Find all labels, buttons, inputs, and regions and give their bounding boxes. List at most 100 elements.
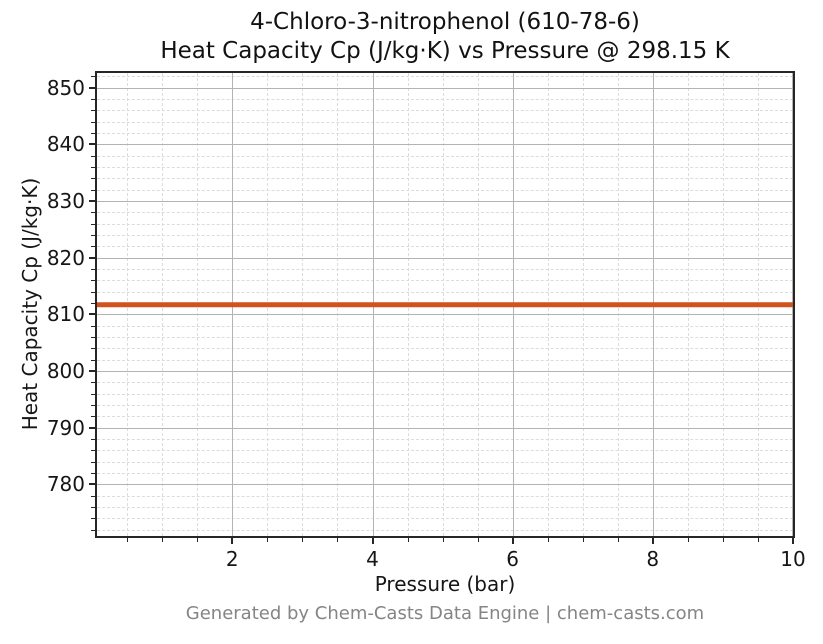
y-major-gridline xyxy=(97,201,793,203)
y-major-tick xyxy=(89,200,95,203)
y-minor-tick xyxy=(91,223,95,225)
y-minor-tick xyxy=(91,439,95,441)
x-major-tick xyxy=(511,538,514,544)
x-minor-tick xyxy=(162,538,164,542)
y-minor-gridline xyxy=(97,393,793,395)
y-minor-gridline xyxy=(97,189,793,191)
x-minor-tick xyxy=(617,538,619,542)
y-minor-gridline xyxy=(97,212,793,214)
chart-title-line2: Heat Capacity Cp (J/kg·K) vs Pressure @ … xyxy=(160,38,730,64)
y-major-gridline xyxy=(97,427,793,429)
x-minor-tick xyxy=(547,538,549,542)
y-minor-tick xyxy=(91,473,95,475)
y-tick-label: 780 xyxy=(46,472,85,497)
y-minor-gridline xyxy=(97,359,793,361)
x-major-tick xyxy=(231,538,234,544)
y-minor-tick xyxy=(91,212,95,214)
y-minor-tick xyxy=(91,359,95,361)
y-major-gridline xyxy=(97,314,793,316)
x-major-tick xyxy=(371,538,374,544)
x-minor-tick xyxy=(337,538,339,542)
y-minor-gridline xyxy=(97,461,793,463)
x-minor-tick xyxy=(407,538,409,542)
y-minor-gridline xyxy=(97,291,793,293)
x-minor-tick xyxy=(722,538,724,542)
y-minor-tick xyxy=(91,518,95,520)
y-major-tick xyxy=(89,483,95,486)
y-major-gridline xyxy=(97,484,793,486)
footer-credit: Generated by Chem-Casts Data Engine | ch… xyxy=(185,603,705,624)
y-major-tick xyxy=(89,313,95,316)
y-minor-gridline xyxy=(97,223,793,225)
y-minor-tick xyxy=(91,155,95,157)
y-minor-tick xyxy=(91,110,95,112)
y-major-tick xyxy=(89,426,95,429)
y-minor-tick xyxy=(91,99,95,101)
y-minor-gridline xyxy=(97,167,793,169)
y-minor-tick xyxy=(91,291,95,293)
y-minor-gridline xyxy=(97,529,793,531)
y-minor-gridline xyxy=(97,495,793,497)
x-minor-tick xyxy=(687,538,689,542)
y-minor-gridline xyxy=(97,280,793,282)
y-minor-tick xyxy=(91,405,95,407)
y-minor-gridline xyxy=(97,518,793,520)
y-minor-tick xyxy=(91,507,95,509)
chart-title: 4-Chloro-3-nitrophenol (610-78-6) Heat C… xyxy=(95,8,795,66)
series-plot-svg xyxy=(97,302,793,308)
y-minor-tick xyxy=(91,303,95,305)
y-minor-tick xyxy=(91,348,95,350)
y-major-tick xyxy=(89,86,95,89)
y-minor-gridline xyxy=(97,133,793,135)
y-minor-gridline xyxy=(97,155,793,157)
x-tick-label: 2 xyxy=(225,547,239,571)
plot-area xyxy=(95,71,795,538)
x-axis-label: Pressure (bar) xyxy=(374,572,516,596)
x-minor-tick xyxy=(477,538,479,542)
y-minor-gridline xyxy=(97,337,793,339)
y-major-gridline xyxy=(97,257,793,259)
y-tick-label: 840 xyxy=(46,132,85,157)
y-tick-label: 810 xyxy=(46,302,85,327)
y-minor-gridline xyxy=(97,507,793,509)
y-minor-tick xyxy=(91,167,95,169)
y-minor-gridline xyxy=(97,405,793,407)
y-minor-gridline xyxy=(97,235,793,237)
y-minor-gridline xyxy=(97,178,793,180)
y-major-gridline xyxy=(97,144,793,146)
x-minor-tick xyxy=(758,538,759,542)
y-tick-label: 850 xyxy=(46,75,85,100)
y-minor-gridline xyxy=(97,246,793,248)
x-minor-tick xyxy=(442,538,444,542)
y-minor-tick xyxy=(91,189,95,191)
y-minor-tick xyxy=(91,495,95,497)
series-line-layer xyxy=(97,73,793,536)
y-tick-label: 830 xyxy=(46,189,85,214)
y-tick-label: 790 xyxy=(46,415,85,440)
y-major-tick xyxy=(89,143,95,146)
x-major-tick xyxy=(792,538,794,544)
y-minor-tick xyxy=(91,325,95,327)
x-tick-label: 6 xyxy=(506,547,519,571)
y-major-tick xyxy=(89,256,95,259)
y-minor-gridline xyxy=(97,382,793,384)
y-minor-gridline xyxy=(97,473,793,475)
y-minor-tick xyxy=(91,382,95,384)
y-minor-gridline xyxy=(97,416,793,418)
x-minor-tick xyxy=(197,538,199,542)
y-minor-gridline xyxy=(97,439,793,441)
y-minor-gridline xyxy=(97,325,793,327)
y-minor-tick xyxy=(91,280,95,282)
y-minor-tick xyxy=(91,178,95,180)
y-minor-tick xyxy=(91,246,95,248)
y-minor-gridline xyxy=(97,121,793,123)
y-minor-tick xyxy=(91,76,95,78)
y-minor-tick xyxy=(91,235,95,237)
x-major-tick xyxy=(651,538,654,544)
y-tick-label: 800 xyxy=(46,359,85,384)
y-minor-tick xyxy=(91,529,95,531)
y-minor-gridline xyxy=(97,348,793,350)
x-minor-tick xyxy=(127,538,129,542)
